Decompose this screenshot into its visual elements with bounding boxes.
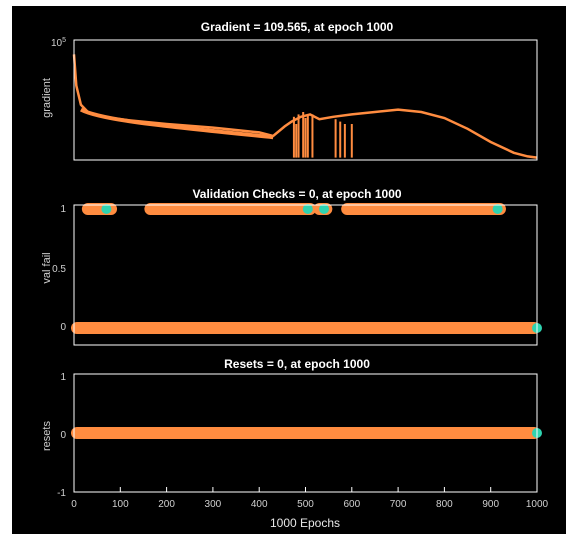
training-state-plots: Gradient = 109.565, at epoch 1000 gradie…: [12, 6, 566, 534]
x-tick-label-700: 700: [390, 499, 407, 510]
x-tick-label-800: 800: [436, 499, 453, 510]
resets-ytick-1: 1: [60, 372, 66, 383]
validation-ytick-0.5: 0.5: [52, 264, 66, 275]
validation-ylabel: val fail: [41, 252, 53, 283]
resets-ytick-0: 0: [60, 430, 66, 441]
validation-title: Validation Checks = 0, at epoch 1000: [192, 187, 401, 201]
validation-panel: [71, 203, 542, 334]
resets-title: Resets = 0, at epoch 1000: [224, 357, 370, 371]
gradient-axes-box: [73, 39, 538, 161]
gradient-band: [80, 107, 274, 140]
resets-ylabel: resets: [41, 421, 53, 451]
gradient-ytick: 105: [51, 37, 66, 49]
resets-ytick-minus1: -1: [57, 488, 66, 499]
x-tick-label-1000: 1000: [526, 499, 549, 510]
x-tick-label-400: 400: [251, 499, 268, 510]
x-axis-ticks: 0 100 200 300 400 500 600 700 800 900 1000: [71, 487, 549, 510]
x-tick-label-900: 900: [482, 499, 499, 510]
resets-panel: [71, 427, 542, 439]
val-fail-marker-1: [302, 204, 313, 214]
x-tick-label-200: 200: [158, 499, 175, 510]
x-tick-label-300: 300: [205, 499, 222, 510]
x-tick-label-600: 600: [343, 499, 360, 510]
validation-axes-box: [73, 204, 538, 346]
val-fail-marker-0: [101, 204, 112, 214]
gradient-ylabel: gradient: [41, 78, 53, 118]
x-axis-label: 1000 Epochs: [270, 516, 340, 530]
x-tick-label-0: 0: [71, 499, 77, 510]
gradient-panel: [72, 54, 538, 159]
val-fail-marker-2: [319, 204, 330, 214]
val-fail-marker-3: [492, 204, 503, 214]
gradient-ytick-base: 10: [51, 38, 63, 49]
gradient-ytick-exp: 5: [62, 37, 66, 44]
validation-ytick-1: 1: [60, 204, 66, 215]
training-state-figure: Gradient = 109.565, at epoch 1000 gradie…: [12, 6, 566, 534]
validation-ytick-0: 0: [60, 322, 66, 333]
gradient-title: Gradient = 109.565, at epoch 1000: [201, 20, 394, 34]
x-tick-label-500: 500: [297, 499, 314, 510]
x-tick-label-100: 100: [112, 499, 129, 510]
